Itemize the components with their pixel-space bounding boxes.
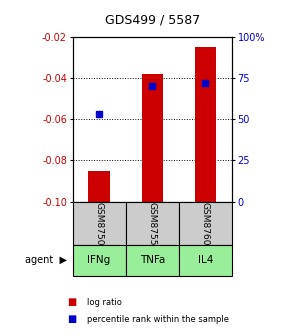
Bar — [72, 202, 126, 245]
Bar — [179, 202, 232, 245]
Text: GSM8755: GSM8755 — [148, 202, 157, 245]
Text: percentile rank within the sample: percentile rank within the sample — [87, 315, 229, 324]
Text: IFNg: IFNg — [88, 255, 111, 265]
Text: log ratio: log ratio — [87, 298, 122, 307]
Text: IL4: IL4 — [198, 255, 213, 265]
Bar — [126, 202, 179, 245]
Bar — [179, 245, 232, 276]
Bar — [88, 171, 110, 202]
Text: agent  ▶: agent ▶ — [25, 255, 67, 265]
Text: ■: ■ — [67, 297, 76, 307]
Bar — [195, 47, 216, 202]
Text: TNFa: TNFa — [139, 255, 165, 265]
Bar — [72, 245, 126, 276]
Text: GSM8750: GSM8750 — [95, 202, 104, 245]
Text: GDS499 / 5587: GDS499 / 5587 — [105, 14, 200, 27]
Text: GSM8760: GSM8760 — [201, 202, 210, 245]
Bar — [142, 74, 163, 202]
Text: ■: ■ — [67, 314, 76, 324]
Bar — [126, 245, 179, 276]
